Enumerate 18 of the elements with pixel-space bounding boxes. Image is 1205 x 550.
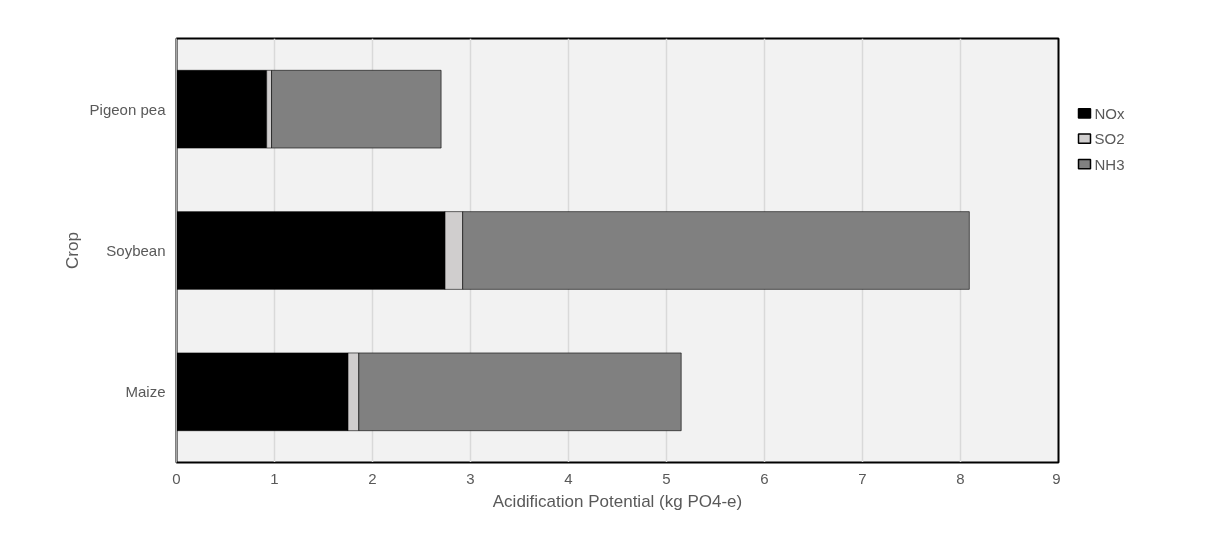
x-tick-label: 4: [564, 469, 573, 487]
legend-label: NOx: [1094, 104, 1125, 122]
legend-label: SO2: [1094, 130, 1125, 148]
x-tick-label: 7: [858, 469, 867, 487]
legend-label: NH3: [1094, 155, 1125, 173]
y-tick-label: Soybean: [106, 242, 166, 259]
x-tick-label: 6: [760, 469, 769, 487]
x-tick-label: 3: [466, 469, 475, 487]
x-axis-title: Acidification Potential (kg PO4-e): [492, 491, 743, 511]
y-axis-title: Crop: [62, 232, 82, 269]
y-tick-label: Maize: [125, 383, 166, 401]
x-tick-label: 2: [368, 469, 377, 487]
x-tick-label: 8: [956, 469, 965, 487]
x-tick-label: 0: [172, 469, 181, 487]
x-tick-label: 5: [662, 469, 671, 487]
x-tick-label: 1: [270, 469, 279, 487]
y-tick-label: Pigeon pea: [89, 100, 167, 118]
x-tick-label: 9: [1052, 469, 1061, 487]
